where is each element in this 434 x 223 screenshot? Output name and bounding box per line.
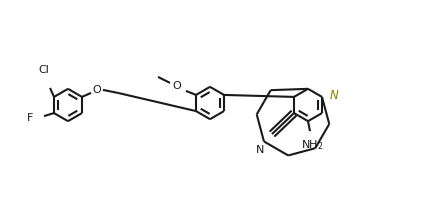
Text: Cl: Cl: [39, 65, 49, 75]
Text: N: N: [329, 89, 338, 102]
Text: O: O: [172, 81, 181, 91]
Text: O: O: [92, 85, 101, 95]
Text: N: N: [255, 145, 263, 155]
Text: F: F: [26, 113, 33, 123]
Text: NH$_2$: NH$_2$: [300, 138, 322, 152]
